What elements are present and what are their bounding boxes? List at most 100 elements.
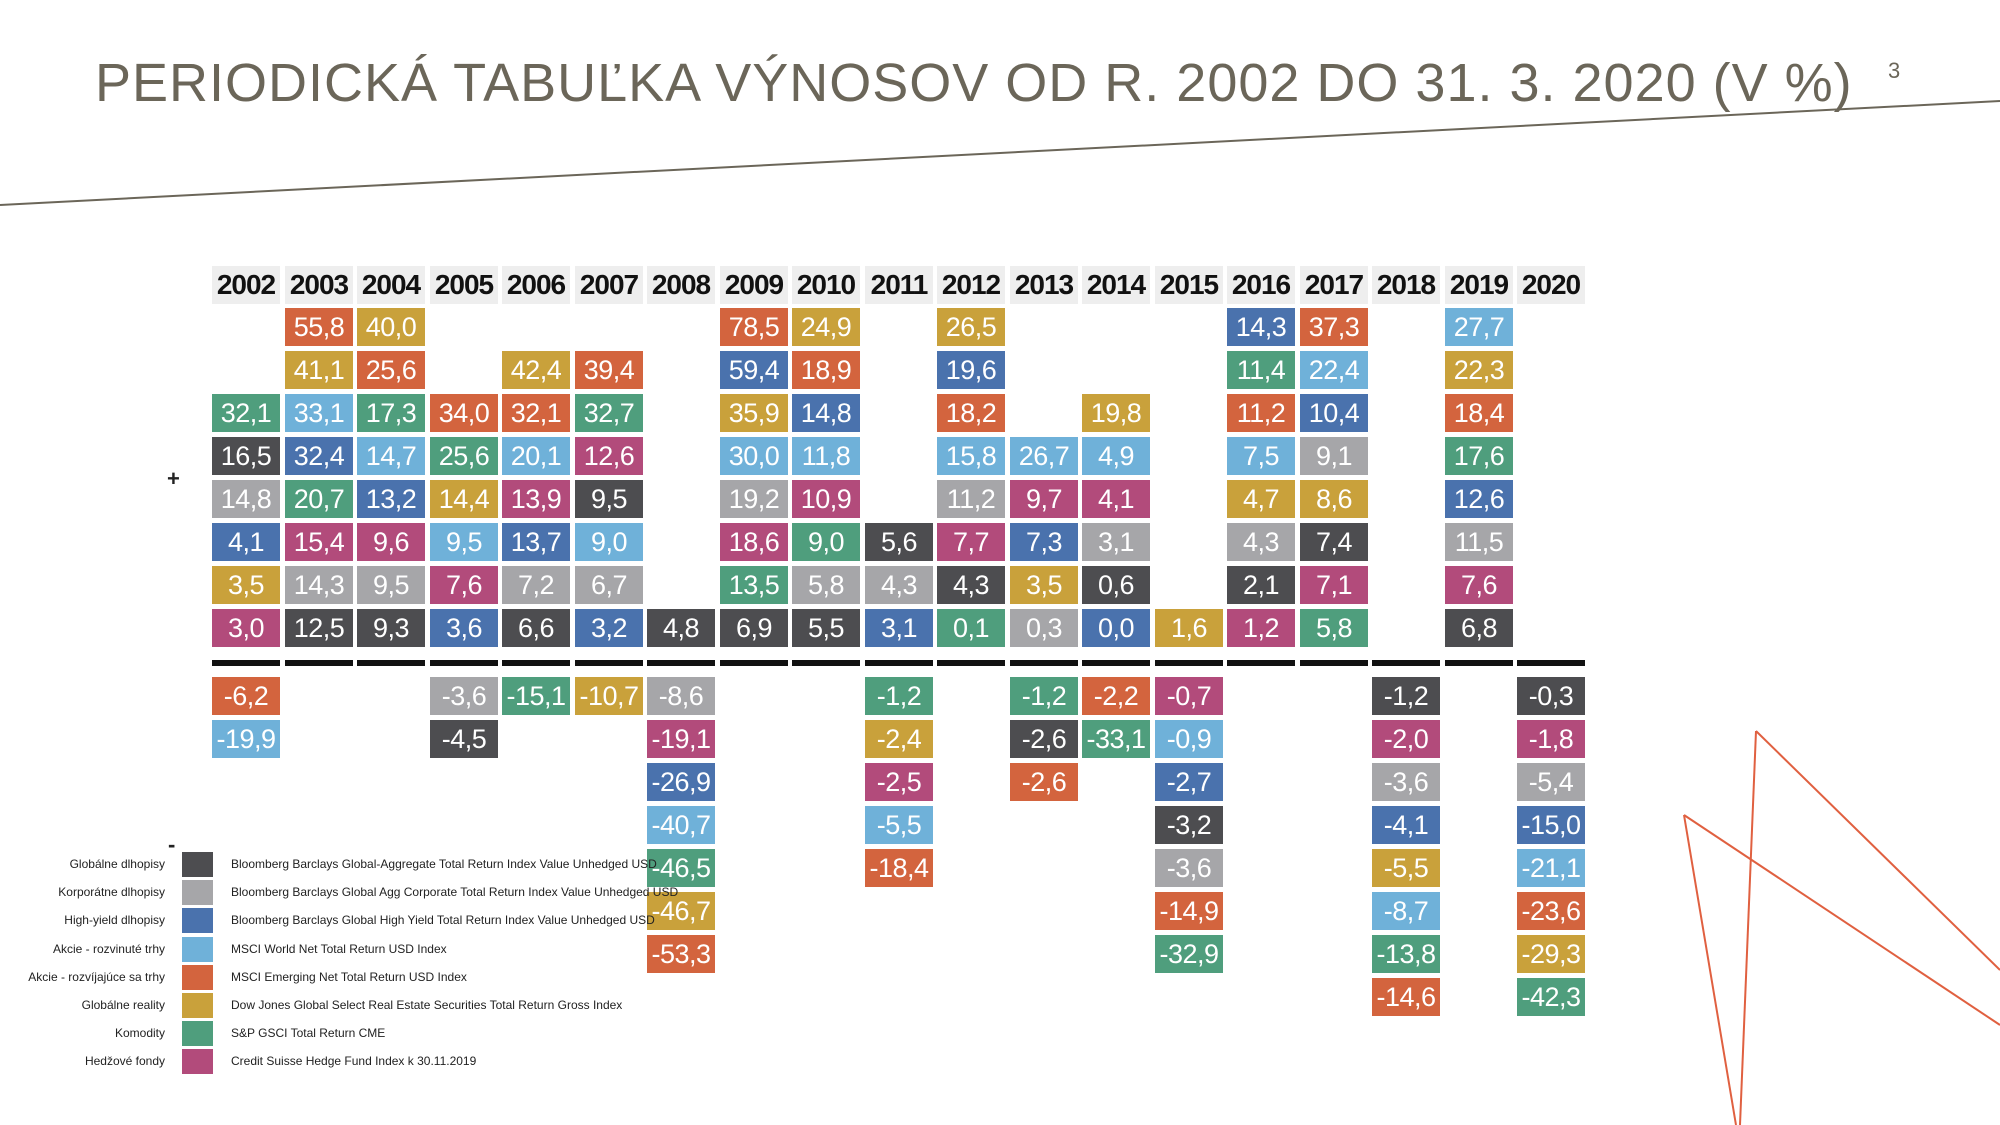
return-cell: 14,8 xyxy=(792,394,860,432)
zero-line-segment xyxy=(937,660,1005,666)
legend-label: Komodity xyxy=(114,1026,165,1040)
return-cell: 22,3 xyxy=(1445,351,1513,389)
return-cell: -1,2 xyxy=(1372,677,1440,715)
return-cell: -46,5 xyxy=(647,849,715,887)
zero-line-segment xyxy=(1227,660,1295,666)
return-cell: 4,8 xyxy=(647,609,715,647)
return-cell: 10,4 xyxy=(1300,394,1368,432)
return-cell: -40,7 xyxy=(647,806,715,844)
return-cell: 15,8 xyxy=(937,437,1005,475)
return-cell: 9,5 xyxy=(430,523,498,561)
legend-description: S&P GSCI Total Return CME xyxy=(231,1026,386,1040)
return-cell: 19,2 xyxy=(720,480,788,518)
zero-line-segment xyxy=(357,660,425,666)
return-cell: 25,6 xyxy=(357,351,425,389)
legend-swatch xyxy=(182,1021,213,1046)
return-cell: 9,0 xyxy=(575,523,643,561)
return-cell: 14,8 xyxy=(212,480,280,518)
return-cell: 13,2 xyxy=(357,480,425,518)
year-header-2012: 2012 xyxy=(937,266,1005,304)
return-cell: 9,5 xyxy=(575,480,643,518)
zero-line-segment xyxy=(792,660,860,666)
return-cell: 4,7 xyxy=(1227,480,1295,518)
return-cell: -14,9 xyxy=(1155,892,1223,930)
zero-line-segment xyxy=(575,660,643,666)
year-header-2003: 2003 xyxy=(285,266,353,304)
return-cell: 13,9 xyxy=(502,480,570,518)
return-cell: 9,7 xyxy=(1010,480,1078,518)
return-cell: 37,3 xyxy=(1300,308,1368,346)
return-cell: 5,6 xyxy=(865,523,933,561)
return-cell: -2,7 xyxy=(1155,763,1223,801)
return-cell: 4,1 xyxy=(1082,480,1150,518)
year-header-2014: 2014 xyxy=(1082,266,1150,304)
return-cell: -3,6 xyxy=(1372,763,1440,801)
return-cell: 19,8 xyxy=(1082,394,1150,432)
return-cell: 0,6 xyxy=(1082,566,1150,604)
return-cell: 34,0 xyxy=(430,394,498,432)
return-cell: 30,0 xyxy=(720,437,788,475)
return-cell: 3,5 xyxy=(212,566,280,604)
return-cell: 6,8 xyxy=(1445,609,1513,647)
year-header-2011: 2011 xyxy=(865,266,933,304)
return-cell: 24,9 xyxy=(792,308,860,346)
return-cell: 42,4 xyxy=(502,351,570,389)
return-cell: 6,7 xyxy=(575,566,643,604)
plus-sign: + xyxy=(167,466,180,491)
legend-description: Bloomberg Barclays Global-Aggregate Tota… xyxy=(231,857,657,871)
legend-label: Akcie - rozvíjajúce sa trhy xyxy=(28,970,165,984)
return-cell: 0,1 xyxy=(937,609,1005,647)
return-cell: 7,2 xyxy=(502,566,570,604)
zero-line-segment xyxy=(865,660,933,666)
return-cell: 9,3 xyxy=(357,609,425,647)
legend-label: Globálne reality xyxy=(81,998,165,1012)
return-cell: 32,1 xyxy=(502,394,570,432)
year-header-2010: 2010 xyxy=(792,266,860,304)
return-cell: 4,3 xyxy=(1227,523,1295,561)
return-cell: 11,4 xyxy=(1227,351,1295,389)
return-cell: 17,3 xyxy=(357,394,425,432)
return-cell: 4,9 xyxy=(1082,437,1150,475)
zero-line-segment xyxy=(285,660,353,666)
return-cell: 4,1 xyxy=(212,523,280,561)
return-cell: 11,2 xyxy=(937,480,1005,518)
return-cell: 22,4 xyxy=(1300,351,1368,389)
return-cell: 3,1 xyxy=(1082,523,1150,561)
return-cell: 11,5 xyxy=(1445,523,1513,561)
return-cell: 14,3 xyxy=(1227,308,1295,346)
legend-swatch xyxy=(182,908,213,933)
return-cell: -2,2 xyxy=(1082,677,1150,715)
return-cell: 7,6 xyxy=(1445,566,1513,604)
page-number: 3 xyxy=(1888,58,1901,83)
year-header-2019: 2019 xyxy=(1445,266,1513,304)
return-cell: -4,1 xyxy=(1372,806,1440,844)
return-cell: 7,3 xyxy=(1010,523,1078,561)
return-cell: -23,6 xyxy=(1517,892,1585,930)
return-cell: 3,5 xyxy=(1010,566,1078,604)
return-cell: 15,4 xyxy=(285,523,353,561)
return-cell: 32,4 xyxy=(285,437,353,475)
year-header-2002: 2002 xyxy=(212,266,280,304)
year-header-2018: 2018 xyxy=(1372,266,1440,304)
return-cell: 18,9 xyxy=(792,351,860,389)
return-cell: 14,4 xyxy=(430,480,498,518)
return-cell: -3,2 xyxy=(1155,806,1223,844)
legend-swatch xyxy=(182,937,213,962)
return-cell: -19,9 xyxy=(212,720,280,758)
legend-description: Bloomberg Barclays Global High Yield Tot… xyxy=(231,913,655,927)
return-cell: 32,1 xyxy=(212,394,280,432)
return-cell: 14,3 xyxy=(285,566,353,604)
minus-sign: - xyxy=(168,832,176,857)
legend-label: Akcie - rozvinuté trhy xyxy=(52,942,165,956)
return-cell: 0,0 xyxy=(1082,609,1150,647)
zero-line-segment xyxy=(1517,660,1585,666)
return-cell: -8,7 xyxy=(1372,892,1440,930)
return-cell: 5,8 xyxy=(1300,609,1368,647)
return-cell: 18,2 xyxy=(937,394,1005,432)
return-cell: 3,6 xyxy=(430,609,498,647)
return-cell: 12,5 xyxy=(285,609,353,647)
zero-line-segment xyxy=(502,660,570,666)
return-cell: 27,7 xyxy=(1445,308,1513,346)
return-cell: 39,4 xyxy=(575,351,643,389)
